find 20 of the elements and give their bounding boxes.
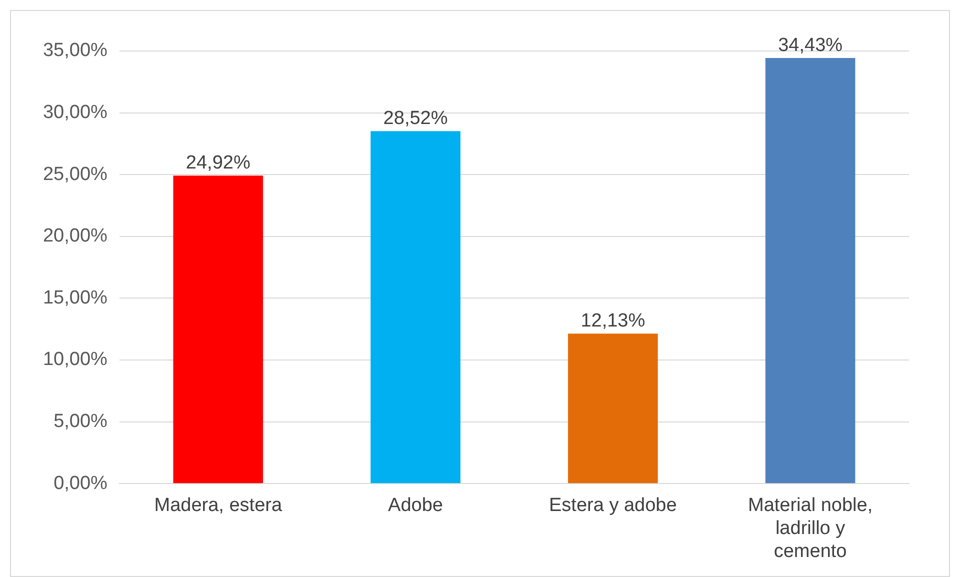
x-tick-label: Estera y adobe	[549, 495, 677, 516]
x-tick-label: Adobe	[388, 495, 443, 516]
y-tick-label: 20,00%	[42, 226, 108, 247]
bar	[370, 131, 460, 484]
data-label: 34,43%	[778, 34, 843, 56]
bar	[173, 176, 264, 484]
x-tick-label: Material noble, ladrillo y cemento	[748, 495, 873, 562]
data-label: 24,92%	[186, 152, 250, 174]
y-tick-label: 25,00%	[42, 164, 108, 185]
bar	[765, 58, 856, 484]
y-tick-label: 5,00%	[54, 411, 108, 432]
y-tick-label: 30,00%	[42, 102, 108, 124]
y-tick-label: 35,00%	[42, 40, 108, 62]
x-tick-label: Madera, estera	[154, 495, 282, 516]
data-label: 28,52%	[383, 108, 448, 129]
y-tick-label: 10,00%	[42, 349, 108, 370]
bar	[568, 334, 658, 484]
y-tick-label: 15,00%	[42, 287, 108, 308]
y-tick-label: 0,00%	[54, 472, 108, 494]
data-label: 12,13%	[580, 310, 646, 332]
